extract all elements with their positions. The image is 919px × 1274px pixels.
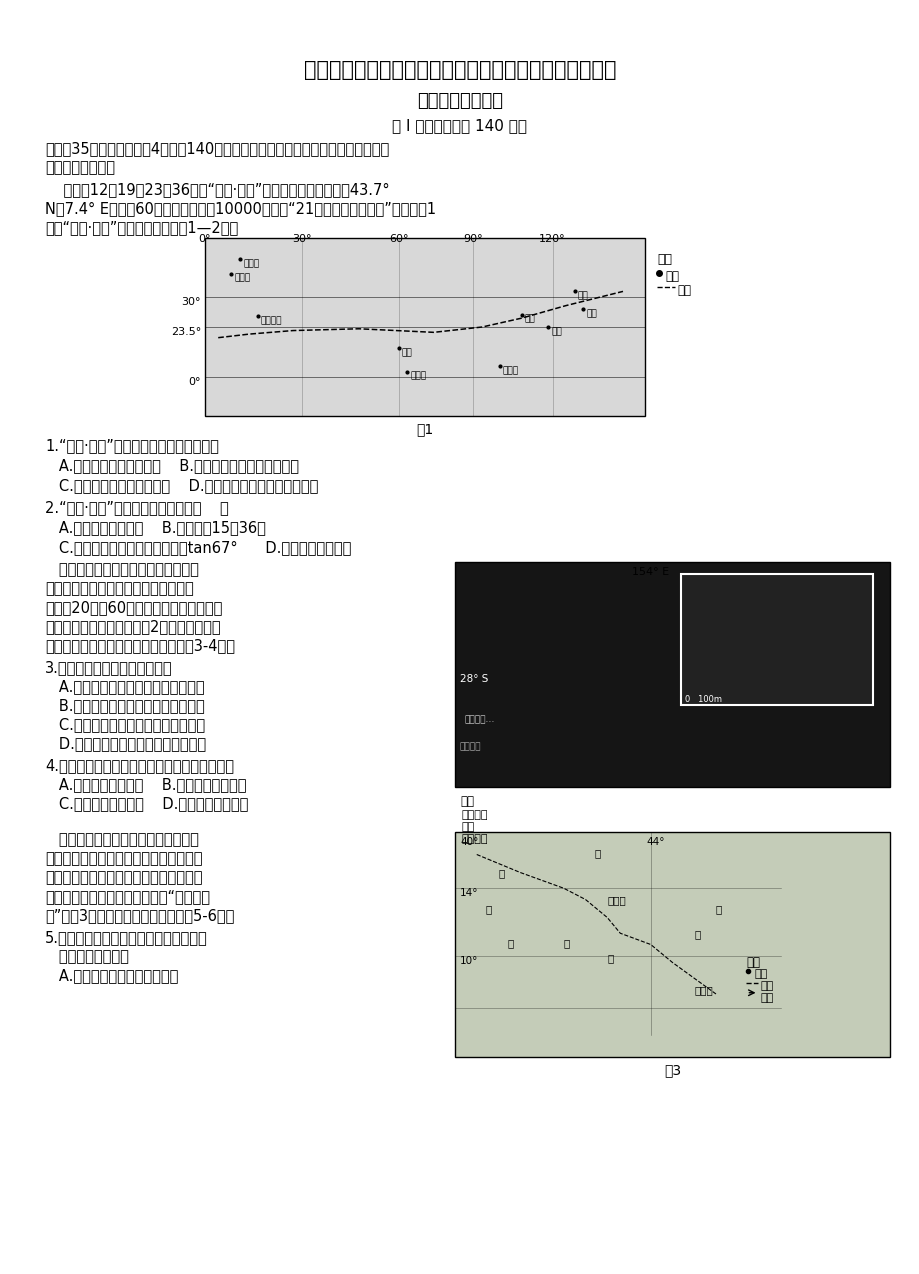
Text: A.正值日落西北时分    B.地方时约15时36分: A.正值日落西北时分 B.地方时约15时36分 xyxy=(45,520,266,535)
Text: 44°: 44° xyxy=(646,837,664,847)
Text: 0°: 0° xyxy=(199,234,211,245)
Text: 湾: 湾 xyxy=(715,905,721,913)
Text: 28° S: 28° S xyxy=(460,674,488,684)
Bar xyxy=(455,832,889,1057)
Text: 旅游名胜: 旅游名胜 xyxy=(461,810,488,820)
Text: 亚历山大: 亚历山大 xyxy=(260,316,282,325)
Text: 3.特威德河河口修筑提坑是为了: 3.特威德河河口修筑提坑是为了 xyxy=(45,660,173,675)
Text: 符合题目要求的。: 符合题目要求的。 xyxy=(45,161,115,175)
Text: 5.中国海军基地的建设，对当地社会经济: 5.中国海军基地的建设，对当地社会经济 xyxy=(45,930,208,945)
Text: 新加坡: 新加坡 xyxy=(503,366,518,375)
Text: 港口。20世纪60年代，当地政府在特威德: 港口。20世纪60年代，当地政府在特威德 xyxy=(45,600,222,615)
Text: 120°: 120° xyxy=(539,234,565,245)
Text: 索马里: 索马里 xyxy=(694,985,712,995)
Text: 文科综合能力测试: 文科综合能力测试 xyxy=(416,92,503,110)
Text: 全，保障中非贸易的顺利发展，中国将在: 全，保障中非贸易的顺利发展，中国将在 xyxy=(45,851,202,866)
Text: 国界: 国界 xyxy=(760,981,773,991)
Text: 青岛: 青岛 xyxy=(577,292,588,301)
Text: 14°: 14° xyxy=(460,888,478,898)
Text: 吉布提建设海军基地。随着非洲经济的发: 吉布提建设海军基地。随着非洲经济的发 xyxy=(45,870,202,885)
Text: 图例: 图例 xyxy=(460,795,473,808)
Bar xyxy=(455,562,889,787)
Bar xyxy=(680,575,871,705)
Text: 30°: 30° xyxy=(291,234,312,245)
Text: 摩纳哥: 摩纳哥 xyxy=(234,274,250,283)
Text: C.正午桐杆影长和高度比値约为tan67°      D.昼夜长短差距缩小: C.正午桐杆影长和高度比値约为tan67° D.昼夜长短差距缩小 xyxy=(45,540,351,555)
Text: 河北省石家庄市高三第一次模拟考试文综试卷（含答案）: 河北省石家庄市高三第一次模拟考试文综试卷（含答案） xyxy=(303,60,616,80)
Text: 吉: 吉 xyxy=(563,938,570,948)
Text: 广州: 广州 xyxy=(524,315,535,324)
Text: 154° E: 154° E xyxy=(631,567,669,577)
Text: A.海水倒灌频繁发生    B.河口鱼类资源减少: A.海水倒灌频繁发生 B.河口鱼类资源减少 xyxy=(45,777,246,792)
Text: 示意“中国·青岛”号航线。据此完戝1—2题。: 示意“中国·青岛”号航线。据此完戝1—2题。 xyxy=(45,220,238,234)
Text: 特威德河是一条重要的区域性河流，: 特威德河是一条重要的区域性河流， xyxy=(45,562,199,577)
Text: 的主要有利影响是: 的主要有利影响是 xyxy=(45,949,129,964)
Text: 航线: 航线 xyxy=(676,284,690,297)
Text: D.减小风浪影响，保障船只通航安全: D.减小风浪影响，保障船只通航安全 xyxy=(45,736,206,750)
Text: 丁: 丁 xyxy=(694,929,699,939)
Text: 特威德河: 特威德河 xyxy=(460,741,481,750)
Text: 北京时12月19日23时36分，“中国·青岛”号大帆船抑达摩纳哥（43.7°: 北京时12月19日23时36分，“中国·青岛”号大帆船抑达摩纳哥（43.7° xyxy=(45,182,390,197)
Text: 坡”。图3示意吉布提位置。据此完戝5-6题。: 坡”。图3示意吉布提位置。据此完戝5-6题。 xyxy=(45,908,234,922)
Text: 上海: 上海 xyxy=(585,310,596,318)
Text: 埃: 埃 xyxy=(485,905,491,913)
Text: 第 I 卷（选择题共 140 分）: 第 I 卷（选择题共 140 分） xyxy=(392,118,527,132)
Text: 内: 内 xyxy=(607,953,613,963)
Text: 30°: 30° xyxy=(181,297,200,307)
Text: 为了打击海盗，确保来往中国船只安: 为了打击海盗，确保来往中国船只安 xyxy=(45,832,199,847)
Text: A.减少泥沙堆积，保证河口通航能力: A.减少泥沙堆积，保证河口通航能力 xyxy=(45,679,204,694)
Text: 10°: 10° xyxy=(460,956,478,966)
Text: 4.特威德河河口提坑的修建，产生的负面影响是: 4.特威德河河口提坑的修建，产生的负面影响是 xyxy=(45,758,233,773)
Text: A.促进基础设施的建设和完善: A.促进基础设施的建设和完善 xyxy=(45,968,178,984)
Text: C.增加停船泊位，扩大港口的吞吐量: C.增加停船泊位，扩大港口的吞吐量 xyxy=(45,717,205,733)
Text: 本卷全35个小题，每小邘4分，八140分。在每小题给出的四个选项中，只有一项是: 本卷全35个小题，每小邘4分，八140分。在每小题给出的四个选项中，只有一项是 xyxy=(45,141,389,155)
Text: 40°: 40° xyxy=(460,837,478,847)
Text: 它为捕鱼业和商贸业提供了一个避风的: 它为捕鱼业和商贸业提供了一个避风的 xyxy=(45,581,194,596)
Text: 2.“中国·青岛”号抑达摩纳哥时，当地    、: 2.“中国·青岛”号抑达摩纳哥时，当地 、 xyxy=(45,499,229,515)
Text: 0   100m: 0 100m xyxy=(685,694,721,703)
Text: A.青岛至上海的浮冰威胁    B.新加坡至美瑞莎的飓风影响: A.青岛至上海的浮冰威胁 B.新加坡至美瑞莎的飓风影响 xyxy=(45,457,299,473)
Text: 美瑞莎: 美瑞莎 xyxy=(410,372,426,381)
Text: 亚: 亚 xyxy=(498,868,505,878)
Text: 环境带来了一定的负面影响。据此完戝3-4题。: 环境带来了一定的负面影响。据此完戝3-4题。 xyxy=(45,638,234,654)
Text: N，7.4° E），在60天内顺利完成怹10000海里的“21世纪海上丝绸之路”航行。图1: N，7.4° E），在60天内顺利完成怹10000海里的“21世纪海上丝绸之路”… xyxy=(45,201,436,217)
Text: C.黄金海屸海滩退缩    D.堡坑南侧泥沙堆积: C.黄金海屸海滩退缩 D.堡坑南侧泥沙堆积 xyxy=(45,796,248,812)
Bar xyxy=(205,238,644,417)
Text: 吉布提: 吉布提 xyxy=(607,896,625,905)
Text: 0°: 0° xyxy=(188,377,200,387)
Text: 城市: 城市 xyxy=(754,968,766,978)
Text: 香港: 香港 xyxy=(550,327,562,336)
Text: 河流: 河流 xyxy=(760,992,773,1003)
Text: 图例: 图例 xyxy=(745,956,760,968)
Text: 1.“中国·青岛”号在航行途中，一般会遇到: 1.“中国·青岛”号在航行途中，一般会遇到 xyxy=(45,438,219,454)
Text: C.美瑞莎至孟买的炎热无风    D.亚历山大至热那亚的长期逆风: C.美瑞莎至孟买的炎热无风 D.亚历山大至热那亚的长期逆风 xyxy=(45,478,318,493)
Text: 展，有专家认为，吉布提将成为“非洲新加: 展，有专家认为，吉布提将成为“非洲新加 xyxy=(45,889,210,905)
Text: 黄金海岸…: 黄金海岸… xyxy=(464,715,494,724)
Text: B.拓宽通航航道，提高船只通行速度: B.拓宽通航航道，提高船只通行速度 xyxy=(45,698,205,713)
Text: 红: 红 xyxy=(594,847,600,857)
Text: 孟买: 孟买 xyxy=(402,348,412,358)
Text: 塞: 塞 xyxy=(506,938,513,948)
Text: 图3: 图3 xyxy=(664,1063,680,1077)
Text: 90°: 90° xyxy=(463,234,482,245)
Text: 城市: 城市 xyxy=(664,270,678,283)
Text: 图例: 图例 xyxy=(656,254,671,266)
Text: 23.5°: 23.5° xyxy=(171,327,200,338)
Text: 沿岸洋流: 沿岸洋流 xyxy=(461,834,488,843)
Text: 图1: 图1 xyxy=(416,422,433,436)
Text: 河河口修建了两座提坑（图2），结果给当地: 河河口修建了两座提坑（图2），结果给当地 xyxy=(45,619,221,634)
Text: 河流: 河流 xyxy=(461,822,475,832)
Text: 60°: 60° xyxy=(389,234,408,245)
Text: 热那亚: 热那亚 xyxy=(243,260,259,269)
